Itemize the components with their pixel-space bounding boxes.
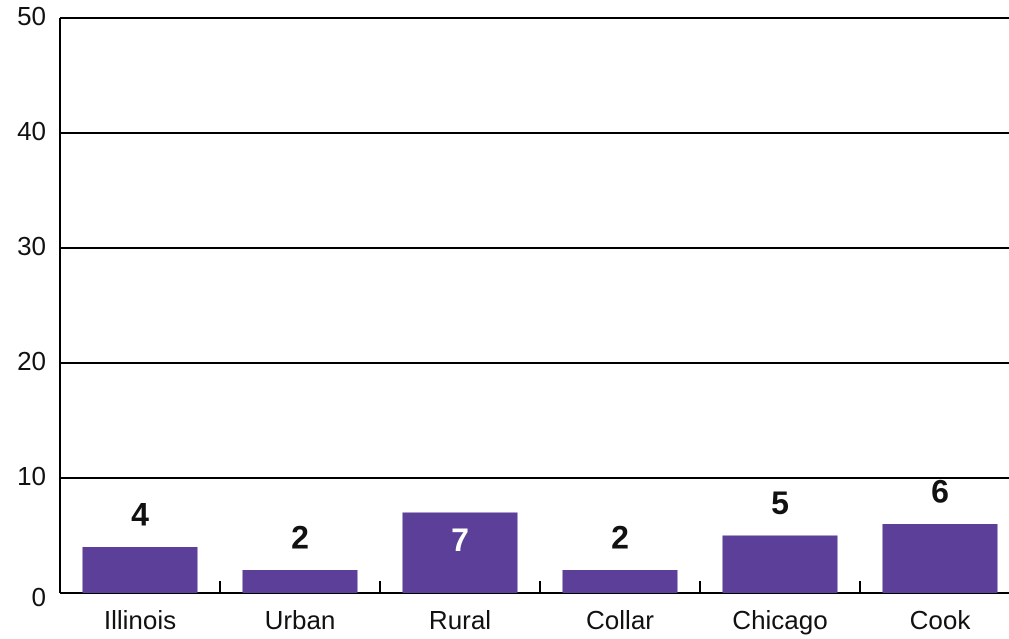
- bar: [242, 570, 358, 593]
- value-label: 6: [931, 473, 949, 509]
- bar: [402, 512, 518, 593]
- value-label: 2: [611, 519, 629, 555]
- bar: [562, 570, 678, 593]
- value-label: 5: [771, 485, 789, 521]
- y-tick-label: 50: [17, 1, 46, 31]
- value-label: 7: [451, 522, 469, 558]
- value-label: 4: [131, 496, 149, 532]
- x-tick-label: Rural: [429, 605, 491, 635]
- y-tick-label: 30: [17, 231, 46, 261]
- x-tick-label: Cook: [910, 605, 972, 635]
- x-tick-label: Illinois: [104, 605, 176, 635]
- bar: [882, 524, 998, 593]
- value-label: 2: [291, 519, 309, 555]
- y-tick-label: 40: [17, 116, 46, 146]
- x-tick-label: Chicago: [732, 605, 827, 635]
- y-tick-label: 0: [32, 582, 46, 612]
- bar: [82, 547, 198, 593]
- bar: [722, 535, 838, 593]
- x-tick-label: Urban: [265, 605, 336, 635]
- x-tick-label: Collar: [586, 605, 654, 635]
- y-tick-label: 10: [17, 461, 46, 491]
- y-tick-label: 20: [17, 346, 46, 376]
